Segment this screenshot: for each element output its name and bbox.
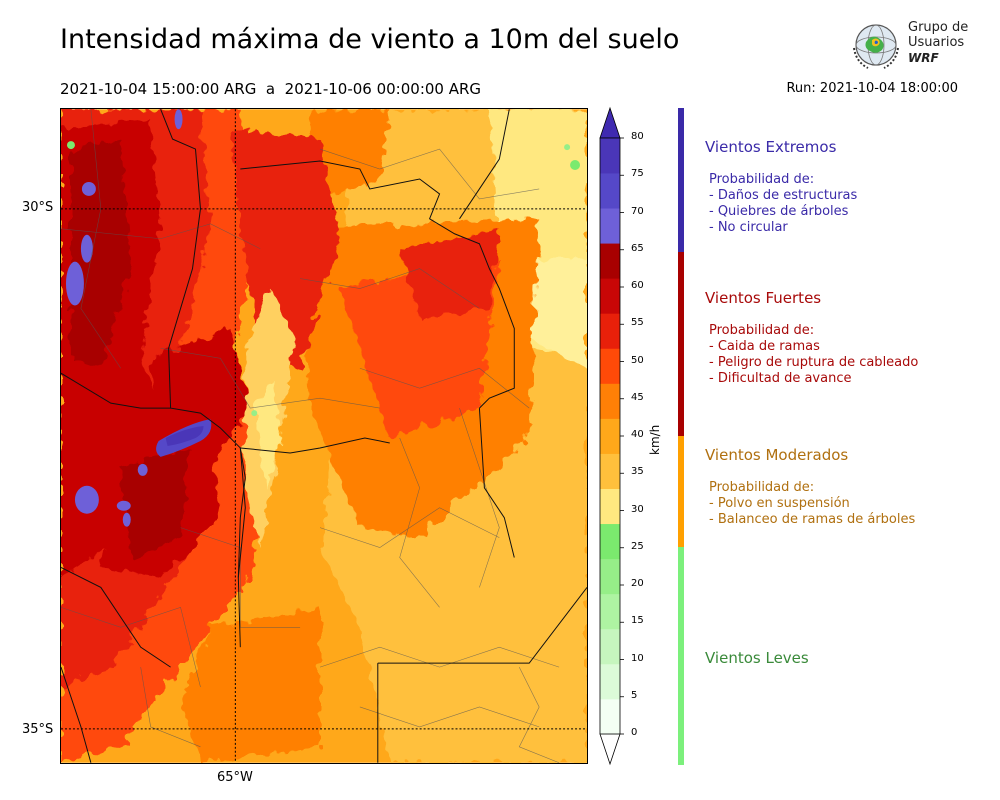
colorbar-extend-min [599,733,621,766]
colorbar-tick-label: 35 [631,466,644,478]
wind-intensity-map [60,108,588,764]
colorbar-segment [600,278,620,314]
colorbar-segment [600,383,620,419]
globe-logo-icon [853,24,899,69]
lon-label-65w: 65°W [217,770,253,785]
logo-text-line3: WRF [908,51,939,65]
department-boundaries [61,109,560,763]
category-item: - Peligro de ruptura de cableado [709,355,919,370]
colorbar-segment [600,208,620,244]
logo-text-line1: Grupo de [908,20,969,35]
category-title: Vientos Moderados [705,446,849,464]
wind-field [61,109,587,763]
category-item: Probabilidad de: [709,323,815,338]
lat-label-30s: 30°S [22,200,54,215]
wrf-logo: Grupo de Usuarios WRF [848,18,970,74]
category-item: - Daños de estructuras [709,188,858,203]
category-item: - Polvo en suspensión [709,496,850,511]
category-title: Vientos Fuertes [705,289,822,307]
colorbar-tick-label: 60 [631,280,644,291]
colorbar-extend-max [599,106,621,139]
category-color-bar [678,436,684,547]
colorbar-segment [600,628,620,665]
colorbar-tick-label: 70 [631,205,644,217]
map-title: Intensidad máxima de viento a 10m del su… [60,24,680,55]
colorbar-tick-label: 75 [631,168,644,180]
category-item: Probabilidad de: [709,480,815,495]
category-item: - Balanceo de ramas de árboles [709,512,916,527]
colorbar-tick-label: 80 [631,131,644,142]
category-item: - No circular [709,220,788,235]
category-color-bar [678,108,684,252]
colorbar-tick-label: 10 [631,652,644,664]
lat-label-35s: 35°S [22,722,54,737]
colorbar-tick-label: 65 [631,242,644,254]
colorbar-tick-label: 20 [631,578,644,589]
province-boundaries [61,109,587,763]
colorbar-segment [600,313,620,349]
colorbar-tick-label: 40 [631,429,644,440]
colorbar-segment [600,698,620,735]
graticule [61,109,587,763]
logo-text-line2: Usuarios [908,35,965,50]
colorbar-segment [600,243,620,279]
colorbar-tick-label: 15 [631,615,644,627]
category-item: - Dificultad de avance [709,371,852,386]
colorbar-tick-label: 5 [631,689,638,701]
light-wind-spots [66,141,581,417]
colorbar [599,106,624,766]
colorbar-segment [600,453,620,489]
colorbar-tick-label: 25 [631,540,644,552]
colorbar-tick-label: 55 [631,317,644,329]
colorbar-segment [600,173,620,209]
colorbar-segment [600,558,620,595]
colorbar-tick-label: 45 [631,391,644,403]
category-title: Vientos Leves [705,649,809,667]
colorbar-unit: km/h [648,424,662,455]
category-color-bar [678,252,684,436]
category-color-bar [678,547,684,765]
colorbar-segment [600,418,620,454]
category-item: - Caida de ramas [709,339,820,354]
colorbar-tick-label: 50 [631,354,644,366]
colorbar-segment [600,593,620,630]
category-title: Vientos Extremos [705,138,837,156]
category-item: - Quiebres de árboles [709,204,849,219]
colorbar-tick-label: 0 [631,727,638,738]
colorbar-segment [600,348,620,384]
colorbar-tick-label: 30 [631,503,644,515]
category-item: Probabilidad de: [709,172,815,187]
colorbar-segment [600,488,620,525]
forecast-period: 2021-10-04 15:00:00 ARG a 2021-10-06 00:… [60,80,482,98]
colorbar-segment [600,138,620,174]
extreme-wind-patches [65,109,212,527]
colorbar-segment [600,523,620,560]
colorbar-segment [600,663,620,700]
run-time: Run: 2021-10-04 18:00:00 [786,81,958,96]
